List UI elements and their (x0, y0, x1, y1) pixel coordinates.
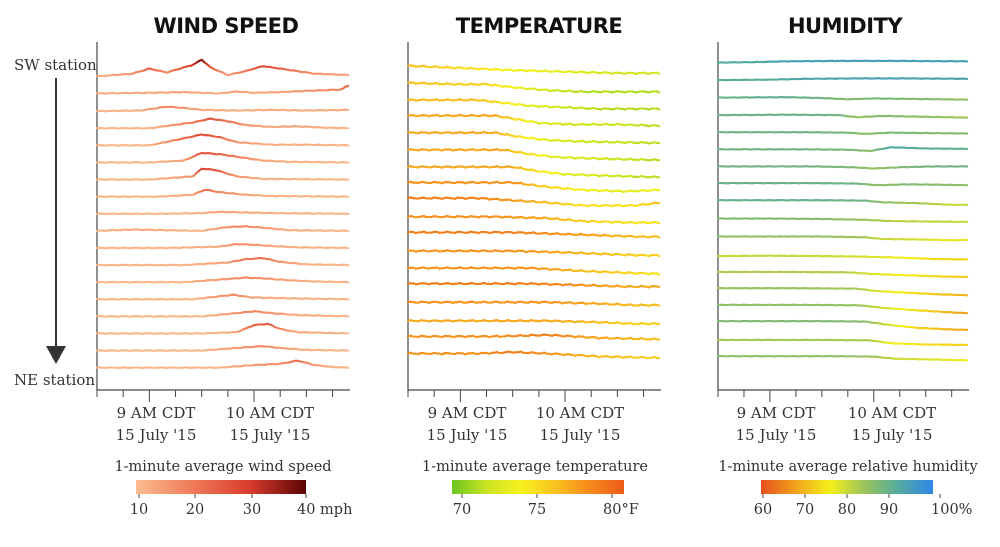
title-temperature: TEMPERATURE (456, 14, 623, 38)
series-line-17 (97, 346, 348, 351)
series-line-8 (718, 183, 967, 185)
title-humidity: HUMIDITY (788, 14, 903, 38)
series-line-16 (408, 320, 659, 324)
series-line-14 (408, 283, 659, 288)
title-wind-speed: WIND SPEED (154, 14, 299, 38)
series-line-13 (97, 277, 348, 282)
series-line-13 (718, 272, 967, 277)
station-label-top: SW station (14, 56, 97, 74)
series-line-2 (408, 83, 659, 93)
series-line-7 (718, 166, 967, 168)
panels-layer (97, 42, 969, 402)
station-order-arrow-head (46, 346, 66, 364)
series-line-11 (408, 232, 659, 238)
series-segment (657, 73, 660, 74)
series-line-2 (97, 86, 348, 94)
series-line-16 (718, 321, 967, 330)
series-line-6 (408, 149, 659, 160)
series-line-6 (97, 153, 348, 163)
series-line-1 (718, 61, 967, 63)
series-line-5 (718, 132, 967, 134)
series-line-1 (408, 65, 659, 73)
series-line-10 (718, 218, 967, 222)
series-line-3 (408, 99, 659, 109)
series-line-15 (408, 301, 659, 305)
series-line-1 (97, 60, 348, 76)
series-line-7 (408, 166, 659, 177)
series-segment (346, 265, 349, 266)
series-segment (657, 108, 660, 109)
series-segment (657, 91, 660, 92)
panel-temp (408, 42, 661, 402)
series-line-9 (97, 212, 348, 214)
series-line-8 (97, 190, 348, 197)
series-line-6 (718, 147, 967, 151)
series-line-18 (408, 352, 659, 359)
series-line-10 (408, 216, 659, 223)
series-line-15 (718, 305, 967, 314)
series-line-8 (408, 182, 659, 192)
series-line-4 (408, 115, 659, 127)
panel-wind (97, 42, 350, 402)
series-segment (657, 125, 660, 126)
series-line-7 (97, 169, 348, 180)
series-segment (346, 75, 349, 76)
series-line-12 (97, 258, 348, 265)
series-line-2 (718, 78, 967, 80)
series-line-12 (408, 250, 659, 256)
series-line-17 (408, 334, 659, 339)
series-line-12 (718, 256, 967, 260)
series-segment (346, 248, 349, 249)
panel-hum (718, 42, 969, 402)
series-line-10 (97, 226, 348, 231)
series-line-3 (97, 107, 348, 112)
series-segment (657, 273, 660, 274)
series-segment (657, 286, 660, 287)
series-line-3 (718, 97, 967, 100)
series-line-4 (718, 115, 967, 118)
series-line-13 (408, 267, 659, 274)
series-segment (346, 282, 349, 283)
series-line-14 (718, 288, 967, 295)
series-line-11 (718, 236, 967, 240)
series-line-18 (97, 361, 348, 368)
series-line-5 (97, 135, 348, 146)
series-segment (657, 255, 660, 256)
series-line-9 (718, 200, 967, 205)
series-line-15 (97, 311, 348, 316)
series-line-5 (408, 132, 659, 144)
series-line-9 (408, 197, 659, 206)
series-segment (657, 236, 660, 237)
series-line-11 (97, 244, 348, 248)
series-line-16 (97, 324, 348, 334)
series-line-14 (97, 295, 348, 300)
series-line-4 (97, 119, 348, 129)
station-label-bottom: NE station (14, 371, 95, 389)
series-segment (346, 86, 349, 87)
series-segment (657, 222, 660, 223)
